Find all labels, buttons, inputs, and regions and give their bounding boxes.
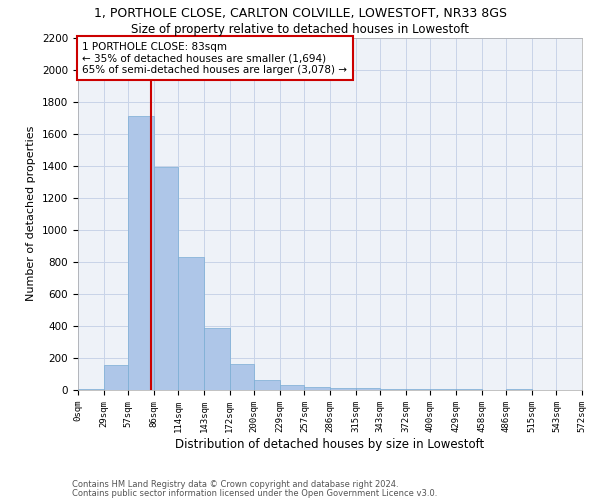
Bar — [154, 168, 178, 390]
Text: Contains HM Land Registry data © Crown copyright and database right 2024.: Contains HM Land Registry data © Crown c… — [72, 480, 398, 489]
Text: 1 PORTHOLE CLOSE: 83sqm
← 35% of detached houses are smaller (1,694)
65% of semi: 1 PORTHOLE CLOSE: 83sqm ← 35% of detache… — [82, 42, 347, 74]
Bar — [330, 388, 356, 390]
Bar — [456, 389, 482, 390]
Bar — [506, 389, 532, 390]
Bar — [178, 257, 204, 390]
Bar — [104, 365, 128, 390]
Bar — [356, 388, 380, 390]
Bar — [254, 380, 280, 390]
Y-axis label: Number of detached properties: Number of detached properties — [26, 126, 37, 302]
Bar — [128, 116, 154, 390]
Text: Contains public sector information licensed under the Open Government Licence v3: Contains public sector information licen… — [72, 488, 437, 498]
Bar — [380, 389, 406, 390]
Bar — [230, 364, 254, 390]
Bar — [406, 389, 430, 390]
Text: Size of property relative to detached houses in Lowestoft: Size of property relative to detached ho… — [131, 22, 469, 36]
Bar — [280, 385, 304, 390]
Text: 1, PORTHOLE CLOSE, CARLTON COLVILLE, LOWESTOFT, NR33 8GS: 1, PORTHOLE CLOSE, CARLTON COLVILLE, LOW… — [94, 8, 506, 20]
Bar — [78, 389, 104, 390]
Bar — [430, 389, 456, 390]
Bar — [304, 387, 330, 390]
X-axis label: Distribution of detached houses by size in Lowestoft: Distribution of detached houses by size … — [175, 438, 485, 450]
Bar — [204, 328, 230, 390]
